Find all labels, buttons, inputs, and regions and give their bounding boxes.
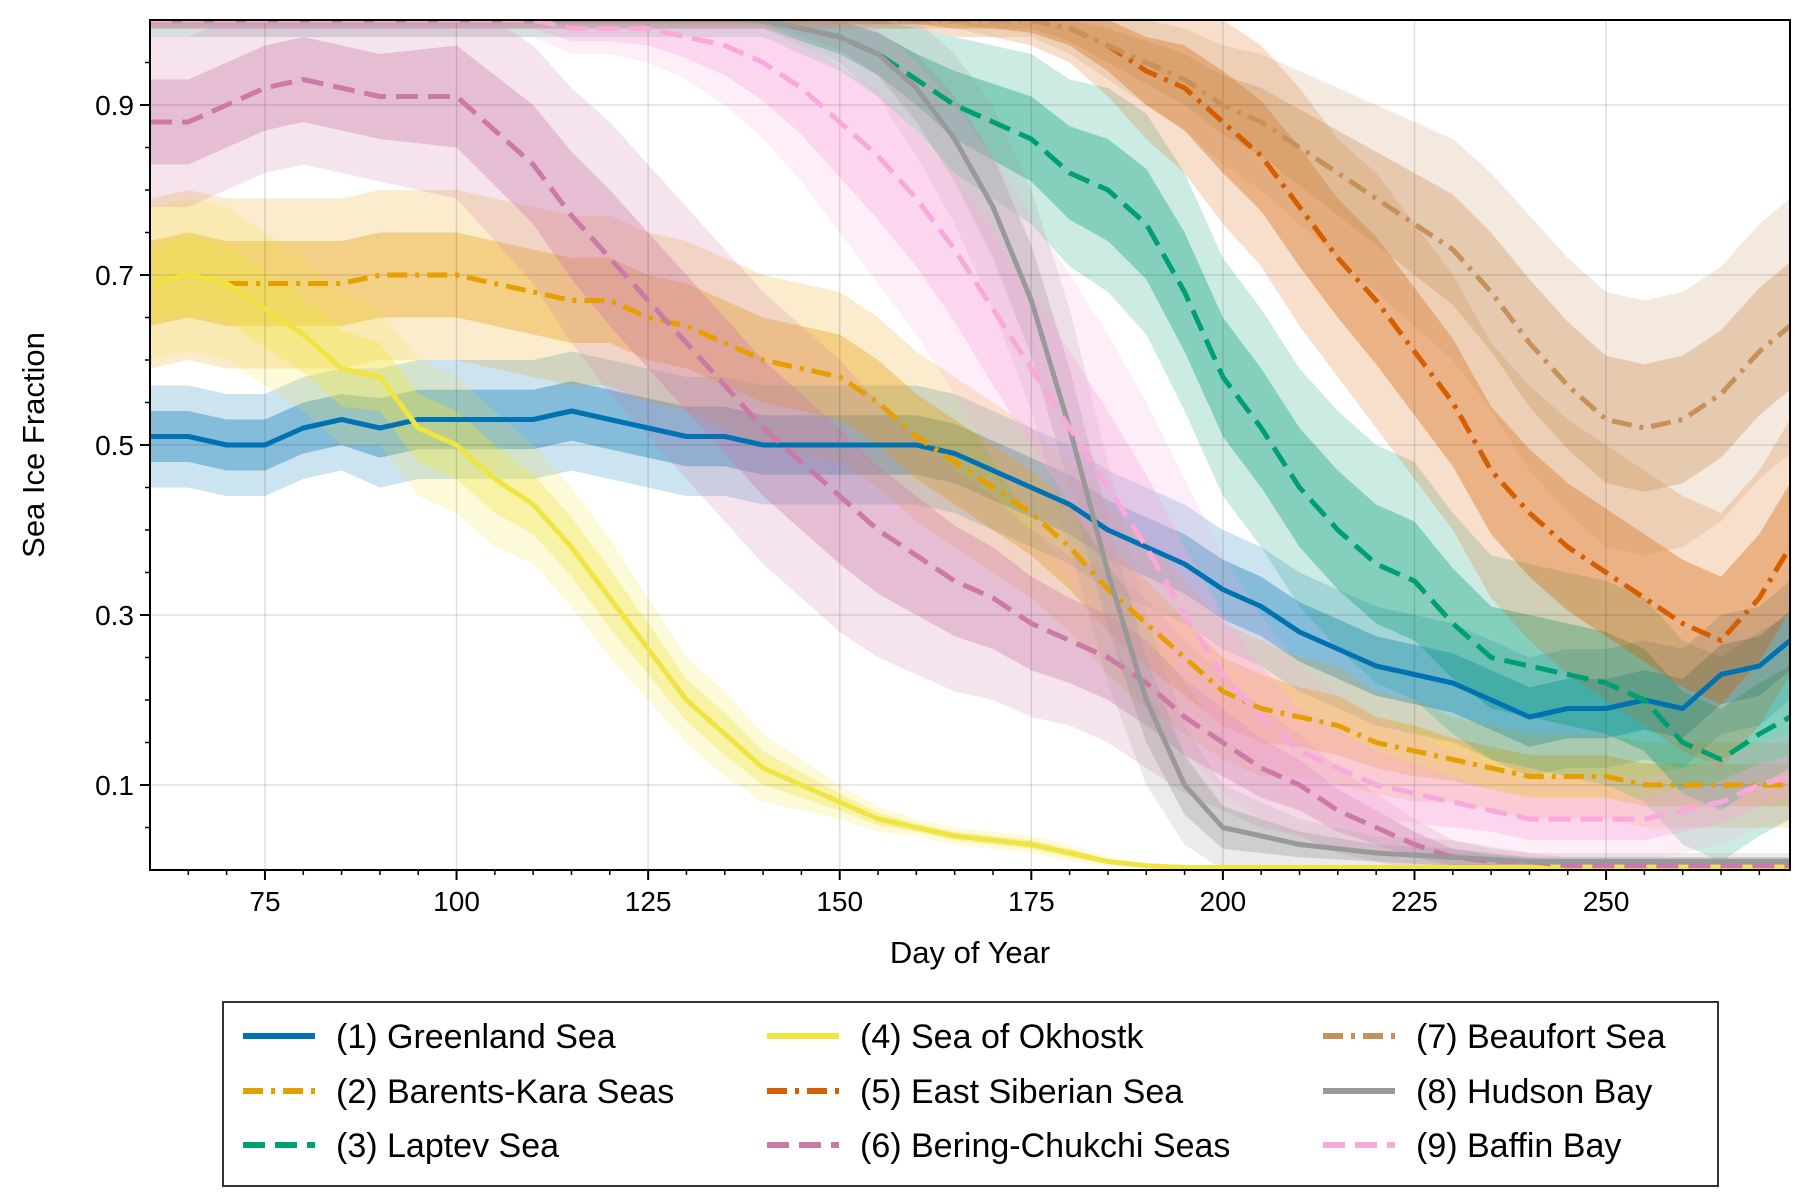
legend-label: (1) Greenland Sea [336,1018,616,1056]
band-inner-5-east-siberian-sea [150,20,1790,705]
band-outer-5-east-siberian-sea [150,20,1790,768]
band-inner-6-bering-chukchi-seas [150,37,1790,870]
x-tick-label: 250 [1583,886,1630,917]
legend-label: (8) Hudson Bay [1416,1073,1652,1111]
confidence-bands [150,20,1790,870]
band-inner-7-beaufort-sea [150,20,1790,492]
legend-label: (4) Sea of Okhostk [860,1018,1144,1056]
x-tick-label: 100 [433,886,480,917]
y-tick-label: 0.3 [95,600,134,631]
y-tick-label: 0.1 [95,770,134,801]
series-line-3-laptev-sea [150,20,1790,762]
x-tick-label: 225 [1391,886,1438,917]
band-outer-7-beaufort-sea [150,20,1790,556]
band-outer-6-bering-chukchi-seas [150,20,1790,870]
legend-label: (2) Barents-Kara Seas [336,1073,674,1111]
series-lines [150,20,1790,870]
band-inner-8-hudson-bay [150,20,1790,866]
y-tick-label: 0.5 [95,430,134,461]
band-outer-3-laptev-sea [150,20,1790,862]
series-line-4-sea-of-okhostk [150,272,1790,870]
band-outer-9-baffin-bay [150,20,1790,862]
x-tick-label: 150 [816,886,863,917]
y-axis-label: Sea Ice Fraction [16,332,51,558]
legend-label: (7) Beaufort Sea [1416,1018,1666,1056]
legend-label: (5) East Siberian Sea [860,1073,1183,1111]
x-axis-label: Day of Year [890,935,1050,970]
band-outer-8-hudson-bay [150,20,1790,870]
x-tick-label: 75 [249,886,280,917]
series-line-6-bering-chukchi-seas [150,77,1790,869]
band-inner-3-laptev-sea [150,20,1790,811]
legend-label: (3) Laptev Sea [336,1127,559,1165]
series-line-5-east-siberian-sea [150,20,1790,643]
series-line-8-hudson-bay [150,20,1790,864]
x-tick-label: 175 [1008,886,1055,917]
axis-ticks: 75 100 125 150 175 200 225 250 0.1 0.3 0.5 0.7 0.9 [95,61,1761,917]
band-outer-2-barents-kara-seas [150,190,1790,828]
legend: (1) Greenland Sea (2) Barents-Kara Seas (3… [222,1001,1719,1187]
y-tick-label: 0.9 [95,90,134,121]
legend-label: (9) Baffin Bay [1416,1127,1621,1165]
x-tick-label: 200 [1200,886,1247,917]
legend-box [222,1001,1719,1187]
band-inner-2-barents-kara-seas [150,232,1790,807]
band-outer-1-greenland-sea [150,351,1790,777]
series-line-1-greenland-sea [150,408,1790,720]
legend-label: (6) Bering-Chukchi Seas [860,1127,1230,1165]
x-tick-label: 125 [625,886,672,917]
band-inner-1-greenland-sea [150,381,1790,747]
series-line-9-baffin-bay [150,20,1790,822]
y-tick-label: 0.7 [95,260,134,291]
